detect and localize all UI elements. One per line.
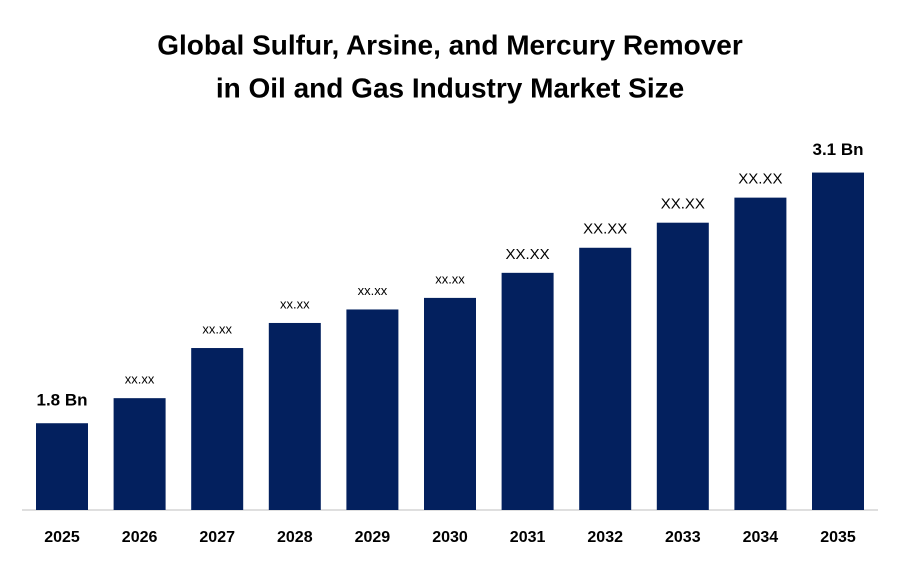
x-tick-label: 2025 xyxy=(44,529,80,546)
x-tick-label: 2035 xyxy=(820,529,856,546)
bar xyxy=(346,309,399,510)
data-label: xx.xx xyxy=(435,271,465,286)
data-label: XX.XX xyxy=(661,196,705,213)
bar xyxy=(501,272,554,510)
bar xyxy=(424,297,476,510)
data-label: xx.xx xyxy=(280,296,310,311)
x-tick-label: 2029 xyxy=(355,529,391,546)
x-tick-label: 2031 xyxy=(510,529,546,546)
bar xyxy=(812,172,864,511)
bar xyxy=(113,398,166,510)
data-label: XX.XX xyxy=(506,246,550,263)
chart-title: in Oil and Gas Industry Market Size xyxy=(216,72,684,103)
x-tick-label: 2026 xyxy=(122,529,158,546)
data-label: 3.1 Bn xyxy=(812,140,863,159)
chart-title: Global Sulfur, Arsine, and Mercury Remov… xyxy=(157,29,743,60)
bar xyxy=(579,247,632,510)
data-label: xx.xx xyxy=(358,283,388,298)
data-label: XX.XX xyxy=(738,171,782,188)
x-tick-label: 2032 xyxy=(587,529,623,546)
data-label: XX.XX xyxy=(583,221,627,238)
x-tick-label: 2033 xyxy=(665,529,701,546)
bar xyxy=(36,423,88,510)
data-label: 1.8 Bn xyxy=(36,391,87,410)
bar xyxy=(268,322,321,510)
x-tick-label: 2027 xyxy=(199,529,235,546)
x-tick-label: 2034 xyxy=(743,529,779,546)
data-label: xx.xx xyxy=(125,372,155,387)
bar xyxy=(734,197,787,510)
x-tick-label: 2030 xyxy=(432,529,468,546)
x-tick-label: 2028 xyxy=(277,529,313,546)
bar xyxy=(656,222,709,510)
data-label: xx.xx xyxy=(202,321,232,336)
bar xyxy=(191,348,244,510)
